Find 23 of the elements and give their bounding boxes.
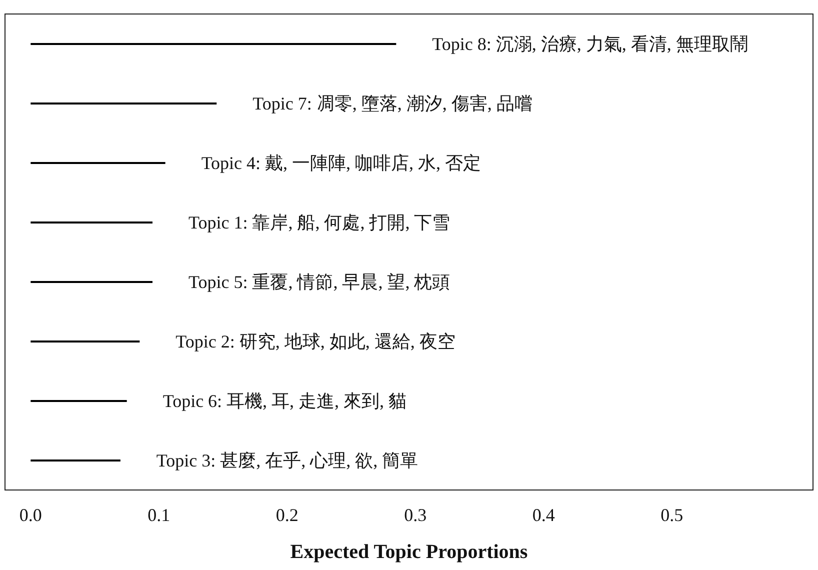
x-tick-label: 0.0 [19, 504, 42, 525]
y-tick-label: Topic 8: 沉溺, 治療, 力氣, 看清, 無理取鬧 [432, 34, 748, 54]
y-tick-label: Topic 7: 凋零, 墮落, 潮汐, 傷害, 品嚐 [252, 94, 532, 114]
bar [30, 102, 217, 104]
x-tick-label: 0.4 [532, 504, 555, 525]
bar [30, 222, 152, 224]
x-tick-label: 0.1 [148, 504, 170, 525]
y-tick-label: Topic 2: 研究, 地球, 如此, 還給, 夜空 [176, 332, 456, 352]
bar [30, 400, 127, 402]
x-tick-label: 0.2 [276, 504, 298, 525]
y-tick-label: Topic 4: 戴, 一陣陣, 咖啡店, 水, 否定 [201, 153, 482, 173]
y-tick-label: Topic 6: 耳機, 耳, 走進, 來到, 貓 [162, 391, 407, 411]
x-tick-label: 0.5 [660, 504, 684, 525]
x-tick-label: 0.3 [404, 504, 427, 525]
bar [30, 281, 152, 283]
bar [30, 460, 120, 462]
bar [30, 162, 166, 164]
x-axis-title: Expected Topic Proportions [290, 541, 528, 563]
y-tick-label: Topic 3: 甚麼, 在乎, 心理, 欲, 簡單 [156, 450, 418, 470]
bar [30, 43, 396, 45]
y-tick-label: Topic 1: 靠岸, 船, 何處, 打開, 下雪 [188, 212, 450, 232]
y-tick-label: Topic 5: 重覆, 情節, 早晨, 望, 枕頭 [188, 272, 450, 292]
bar [30, 340, 140, 342]
